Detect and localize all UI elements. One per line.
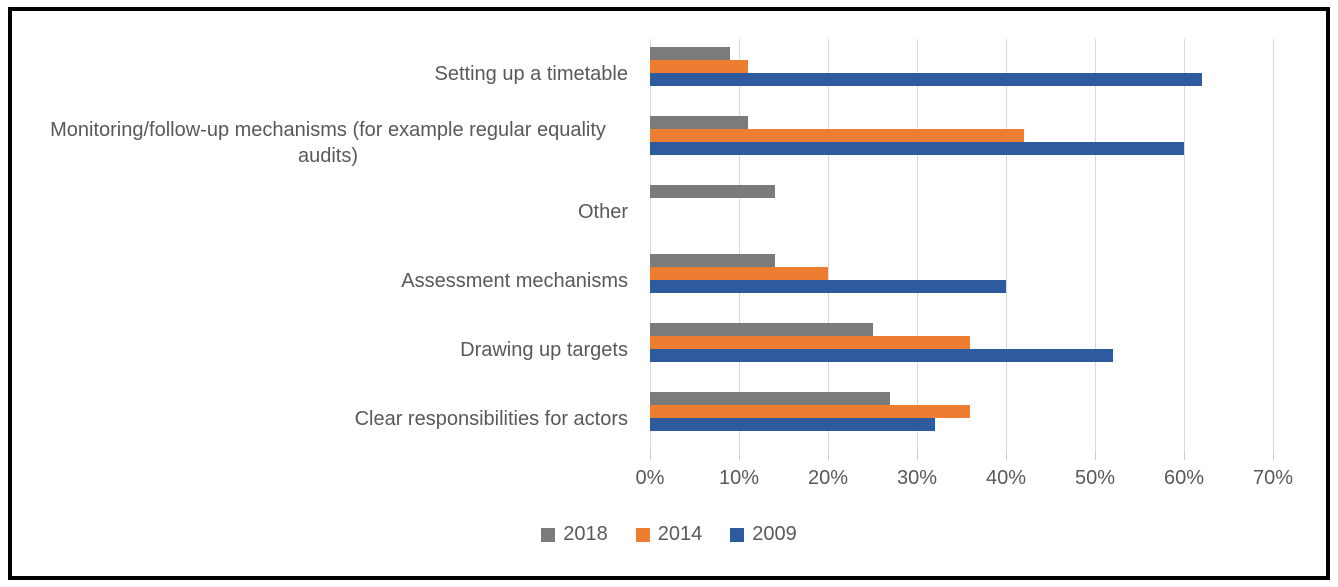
x-axis-tick-label: 50% (1074, 467, 1116, 489)
category-label: Monitoring/follow-up mechanisms (for exa… (50, 118, 606, 167)
axis-tick (650, 453, 651, 460)
chart-frame: Setting up a timetable Monitoring/follow-… (8, 7, 1330, 580)
x-axis-tick-label: 30% (896, 467, 938, 489)
category-label: Clear responsibilities for actors (354, 407, 628, 430)
bar-2014 (650, 60, 748, 73)
axis-tick (917, 453, 918, 460)
bar-2009 (650, 142, 1184, 155)
bar-2018 (650, 392, 891, 405)
category-label: Assessment mechanisms (401, 269, 628, 292)
bar-2018 (650, 47, 731, 60)
x-axis-tick-label: 10% (718, 467, 760, 489)
bar-2018 (650, 323, 873, 336)
axis-tick (1095, 453, 1096, 460)
legend-item-2009: 2009 (730, 523, 797, 546)
axis-tick (1273, 453, 1274, 460)
bar-2014 (650, 267, 828, 280)
gridline (1095, 39, 1096, 453)
legend-swatch-icon (635, 527, 650, 542)
legend-label: 2018 (563, 523, 608, 545)
gridline (1273, 39, 1274, 453)
axis-tick (1184, 453, 1185, 460)
x-axis-tick-label: 40% (985, 467, 1027, 489)
axis-tick (739, 453, 740, 460)
gridline (1184, 39, 1185, 453)
legend-swatch-icon (541, 527, 556, 542)
legend: 2018 2014 2009 (12, 523, 1326, 546)
legend-label: 2009 (752, 523, 797, 545)
bar-2018 (650, 254, 775, 267)
bar-2014 (650, 129, 1024, 142)
legend-swatch-icon (730, 527, 745, 542)
bar-2014 (650, 336, 971, 349)
x-axis-tick-label: 70% (1252, 467, 1294, 489)
x-axis-tick-label: 0% (635, 467, 665, 489)
legend-item-2014: 2014 (635, 523, 703, 546)
gridline (1006, 39, 1007, 453)
gridline (650, 39, 651, 453)
gridline (739, 39, 740, 453)
gridline (917, 39, 918, 453)
x-axis-tick-label: 20% (807, 467, 849, 489)
bar-2009 (650, 73, 1202, 86)
axis-tick (828, 453, 829, 460)
legend-label: 2014 (657, 523, 703, 545)
bar-2009 (650, 280, 1006, 293)
category-label: Drawing up targets (460, 338, 628, 361)
bar-2018 (650, 116, 748, 129)
category-label: Other (577, 200, 628, 223)
bar-2009 (650, 418, 935, 431)
category-label: Setting up a timetable (434, 62, 628, 85)
gridline (828, 39, 829, 453)
bar-2009 (650, 349, 1113, 362)
bar-2018 (650, 185, 775, 198)
axis-tick (1006, 453, 1007, 460)
x-axis-tick-label: 60% (1163, 467, 1205, 489)
legend-item-2018: 2018 (541, 523, 608, 546)
bar-2014 (650, 405, 971, 418)
